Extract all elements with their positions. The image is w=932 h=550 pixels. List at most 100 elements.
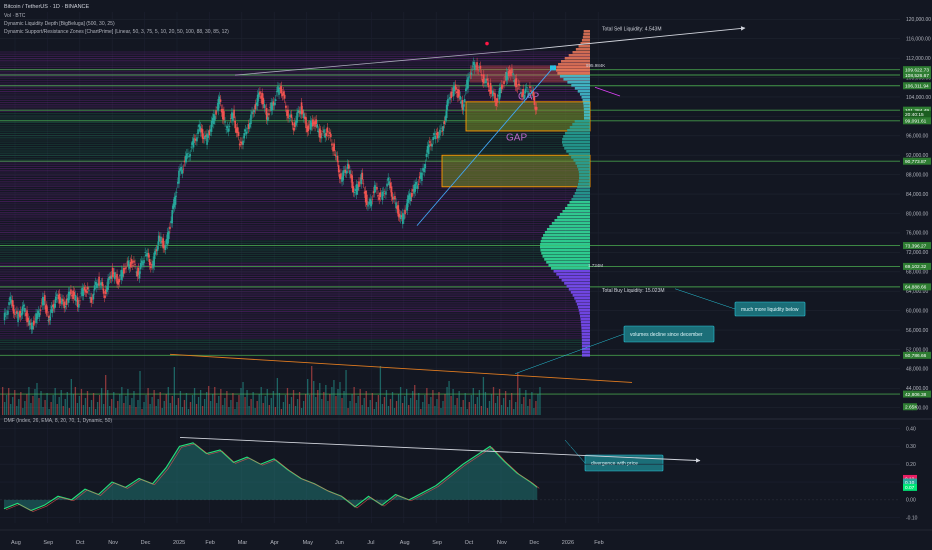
- candle-body: [227, 128, 230, 132]
- volume-bar: [391, 392, 394, 415]
- volume-bar: [42, 407, 44, 415]
- candle-body: [440, 127, 442, 129]
- candle-body: [285, 105, 287, 108]
- candle-body: [277, 86, 279, 93]
- volume-bar: [86, 391, 89, 415]
- candle-body: [70, 289, 72, 295]
- volume-bar: [115, 408, 117, 415]
- candle-body: [458, 89, 460, 97]
- candle-body: [417, 183, 420, 185]
- volume-bar: [70, 379, 72, 415]
- candle-body: [328, 132, 331, 134]
- volume-bar: [171, 396, 173, 415]
- time-tick-label: Aug: [11, 540, 21, 546]
- candle-body: [38, 312, 41, 317]
- volume-bar: [252, 392, 254, 415]
- price-axis-tag: [903, 390, 931, 398]
- candle-body: [263, 104, 266, 109]
- candle-body: [453, 86, 456, 92]
- candle-body: [25, 312, 27, 317]
- candle-body: [71, 294, 73, 297]
- candle-body: [414, 183, 416, 192]
- symbol-title[interactable]: Bitcoin / TetherUS · 1D · BINANCE: [4, 4, 90, 10]
- volume-bar: [199, 390, 202, 415]
- candle-body: [129, 261, 132, 268]
- volume-profile-bar: [577, 165, 590, 168]
- volume-bar: [22, 408, 24, 415]
- volume-profile-bar: [581, 330, 590, 333]
- volume-bar: [430, 397, 432, 415]
- volume-profile-bar: [562, 138, 590, 141]
- volume-bar: [385, 390, 388, 415]
- candle-body: [406, 199, 409, 211]
- volume-profile-bar: [568, 153, 590, 156]
- candle-body: [501, 84, 503, 89]
- price-tick-label: 60,000.00: [906, 308, 928, 314]
- candle-body: [46, 311, 49, 313]
- volume-bar: [381, 404, 384, 415]
- candle-body: [187, 153, 189, 154]
- volume-profile-bar: [570, 291, 590, 294]
- dmf-axis-tag: [903, 478, 917, 486]
- candle-body: [157, 235, 160, 245]
- candle-body: [90, 297, 92, 303]
- candle-body: [72, 290, 74, 299]
- volume-bar: [363, 398, 365, 415]
- candle-body: [278, 87, 280, 95]
- volume-bar: [466, 409, 468, 415]
- indicator-legend-dmf[interactable]: DMF (Index, 26, EMA, 8, 20, 70, 1, Dynam…: [4, 418, 113, 424]
- volume-bar: [24, 401, 26, 415]
- candle-body: [431, 143, 433, 147]
- volume-bars: [2, 366, 541, 415]
- indicator-legend-liquidity-depth[interactable]: Dynamic Liquidity Depth [BigBeluga] (500…: [4, 21, 115, 27]
- candle-body: [250, 114, 252, 125]
- candle-body: [502, 85, 504, 87]
- candle-body: [152, 260, 154, 269]
- price-axis-tag: [903, 110, 931, 118]
- candle-body: [80, 292, 82, 294]
- volume-bar: [529, 399, 531, 415]
- volume-tag-label: 2.65K: [905, 405, 918, 411]
- volume-bar: [468, 402, 470, 415]
- volume-bar: [105, 375, 107, 415]
- volume-bar: [256, 401, 258, 415]
- candle-body: [15, 312, 17, 313]
- volume-bar: [408, 405, 410, 415]
- price-tick-label: 96,000.00: [906, 134, 928, 140]
- volume-legend[interactable]: Vol · BTC: [4, 13, 26, 19]
- volume-profile-label: 995.984K: [586, 63, 605, 68]
- candle-body: [191, 141, 194, 146]
- price-tick-label: 104,000.00: [906, 95, 931, 101]
- volume-bar: [46, 393, 48, 415]
- volume-profile-bar: [562, 141, 590, 144]
- candle-body: [498, 87, 501, 100]
- volume-bar: [422, 402, 424, 415]
- volume-profile-bar: [579, 93, 590, 96]
- time-tick-label: Aug: [400, 540, 410, 546]
- volume-bar: [187, 409, 190, 415]
- volume-bar: [333, 380, 335, 415]
- volume-profile-bar: [546, 228, 590, 231]
- candle-body: [398, 213, 401, 218]
- candle-body: [220, 108, 223, 113]
- time-tick-label: Feb: [594, 540, 603, 546]
- candle-body: [153, 252, 155, 266]
- candle-body: [429, 141, 431, 143]
- indicator-legend-sr-zones[interactable]: Dynamic Support/Resistance Zones [ChartP…: [4, 29, 229, 35]
- candle-body: [251, 111, 253, 115]
- candle-body: [484, 82, 486, 83]
- candle-body: [479, 65, 482, 69]
- candle-body: [367, 205, 369, 207]
- candle-body: [336, 155, 339, 163]
- candle-body: [516, 88, 519, 90]
- volume-bar: [159, 392, 161, 415]
- volume-bar: [167, 387, 169, 415]
- volume-bar: [343, 391, 345, 415]
- volume-bar: [315, 397, 317, 415]
- price-axis-tag: [903, 82, 931, 90]
- candle-body: [193, 138, 196, 140]
- volume-bar: [531, 392, 533, 415]
- candle-body: [533, 96, 536, 105]
- price-tick-label: 112,000.00: [906, 56, 931, 62]
